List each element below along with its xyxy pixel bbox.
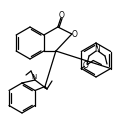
Text: N: N <box>31 74 37 80</box>
Text: O: O <box>72 30 78 38</box>
Text: O: O <box>59 11 65 20</box>
Text: N: N <box>94 44 100 54</box>
Text: O: O <box>82 61 88 70</box>
